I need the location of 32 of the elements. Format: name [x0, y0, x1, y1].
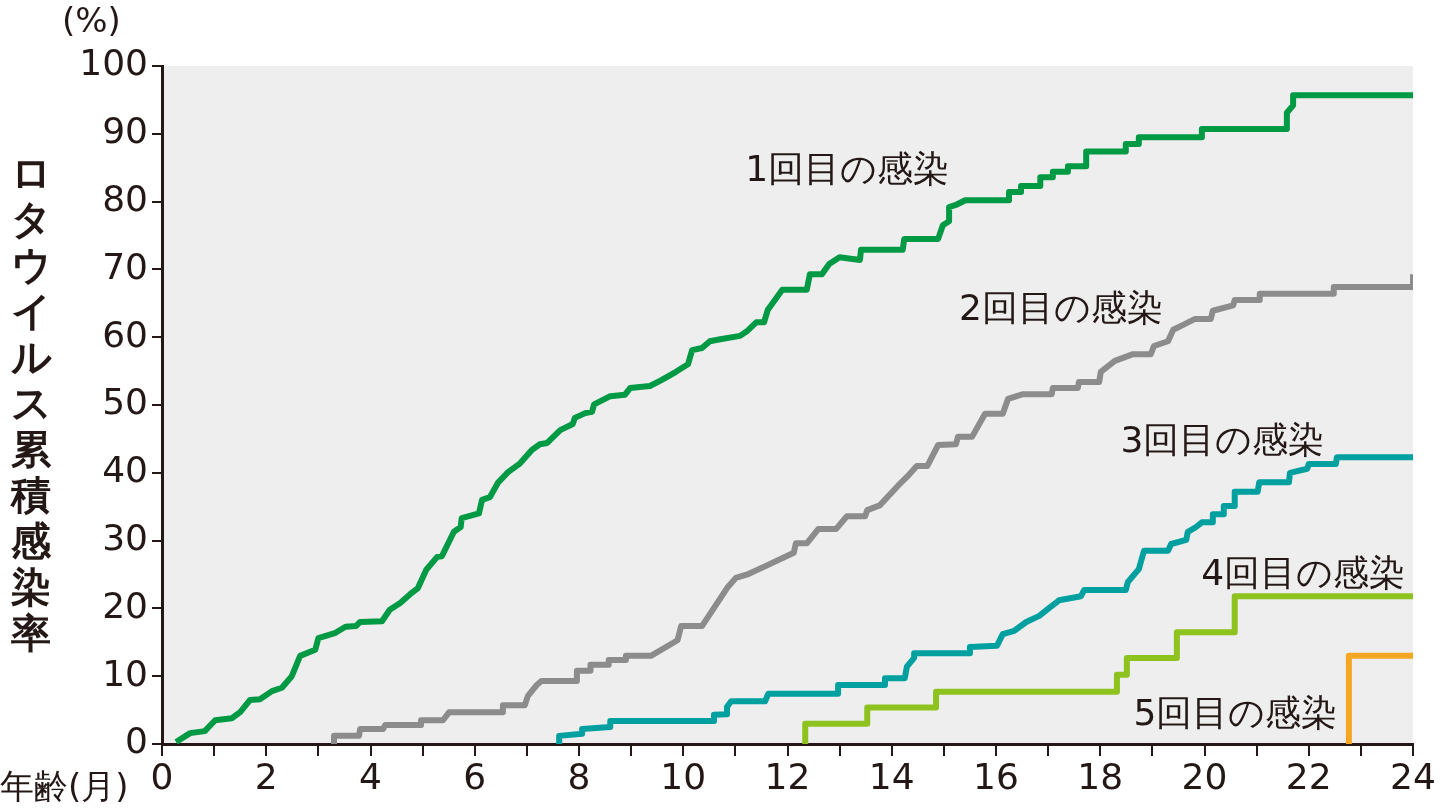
x-tick-label: 20: [1181, 755, 1228, 797]
x-tick-label: 0: [150, 755, 174, 797]
x-tick-label: 8: [567, 755, 591, 797]
y-tick-label: 50: [102, 381, 148, 423]
x-tick-label: 2: [254, 755, 278, 797]
y-tick-label: 30: [102, 516, 148, 558]
text: ロタウイルス累積感染率: [10, 150, 52, 656]
y-tick-label: 10: [102, 652, 148, 694]
x-tick-label: 10: [660, 755, 707, 797]
y-tick-label: 40: [102, 449, 148, 491]
x-tick-label: 18: [1077, 755, 1124, 797]
y-tick-label: 100: [79, 42, 148, 84]
x-tick-label: 4: [359, 755, 382, 797]
y-tick-label: 0: [125, 720, 148, 762]
series-label: 4回目の感染: [1201, 551, 1406, 593]
x-tick-label: 22: [1285, 755, 1332, 797]
y-tick-label: 20: [102, 584, 148, 626]
series-label: 3回目の感染: [1120, 419, 1325, 461]
x-tick-label: 24: [1390, 755, 1436, 797]
x-tick-label: 12: [764, 755, 811, 797]
x-tick-label: 6: [463, 755, 487, 797]
x-axis-title: 年齢(月): [0, 766, 129, 806]
y-tick-label: 70: [102, 245, 148, 287]
y-tick-label: 90: [102, 110, 148, 152]
text: (%): [62, 0, 121, 40]
series-label: 5回目の感染: [1133, 692, 1338, 734]
x-tick-label: 16: [973, 755, 1019, 797]
series-label: 2回目の感染: [958, 287, 1163, 329]
x-tick-label: 14: [868, 755, 915, 797]
series-label: 1回目の感染: [745, 148, 950, 190]
y-tick-label: 60: [102, 313, 148, 355]
y-tick-label: 80: [102, 177, 148, 219]
